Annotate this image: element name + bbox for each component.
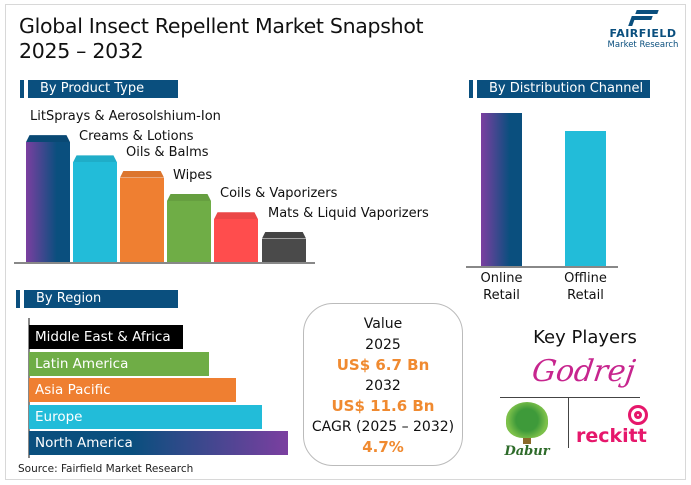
tree-icon: [506, 402, 548, 438]
distribution-label: Online Retail: [467, 270, 537, 304]
divider-v: [568, 398, 569, 448]
product-label: Coils & Vaporizers: [220, 186, 338, 202]
value-label: Value: [363, 316, 403, 332]
value-box: Value 2025 US$ 6.7 Bn 2032 US$ 11.6 Bn C…: [303, 303, 463, 466]
distribution-channel-header: By Distribution Channel: [469, 80, 650, 98]
value-2032: US$ 11.6 Bn: [331, 397, 435, 415]
product-label: Wipes: [173, 167, 213, 183]
distribution-bar: [481, 113, 522, 266]
fairfield-logo: FAIRFIELD Market Research: [598, 10, 688, 50]
distribution-channel-chart: Online Retail Offline Retail: [481, 113, 607, 303]
product-bar-cap: [73, 155, 117, 163]
product-bar: [26, 135, 70, 262]
product-bar: [120, 170, 164, 262]
page-title: Global Insect Repellent Market Snapshot …: [19, 14, 424, 64]
tree-trunk-icon: [523, 438, 531, 444]
region-bar: Asia Pacific: [29, 378, 236, 402]
product-bar-cap: [26, 135, 70, 143]
distribution-label-line: Online: [480, 271, 523, 286]
cagr-label: CAGR (2025 – 2032): [311, 418, 455, 435]
title-line-2: 2025 – 2032: [19, 39, 144, 63]
region-bar: Latin America: [29, 352, 209, 376]
product-bar-cap: [167, 193, 211, 201]
product-type-chart: LitSprays & Aerosolshium-Ion Creams & Lot…: [0, 0, 429, 262]
frame: [5, 4, 686, 480]
product-bar-cap: [120, 170, 164, 178]
distribution-label: Offline Retail: [551, 270, 621, 304]
product-bar: [214, 212, 258, 262]
logo-sub: Market Research: [607, 40, 679, 50]
distribution-label-line: Retail: [483, 288, 520, 303]
region-axis: [28, 318, 30, 458]
product-bar: [73, 155, 117, 262]
value-2025: US$ 6.7 Bn: [336, 356, 430, 374]
product-type-header: By Product Type: [20, 80, 178, 98]
key-players-title: Key Players: [533, 327, 637, 348]
title-line-1: Global Insect Repellent Market Snapshot: [19, 14, 424, 38]
region-bar: North America: [29, 431, 288, 455]
logo-name: FAIRFIELD: [609, 27, 677, 40]
region-bar: Europe: [29, 405, 262, 429]
region-bar: Middle East & Africa: [29, 325, 183, 349]
godrej-logo: Godrej: [529, 354, 638, 389]
product-label: Oils & Balms: [126, 144, 209, 160]
source-note: Source: Fairfield Market Research: [18, 463, 194, 475]
distribution-label-line: Offline: [564, 271, 607, 286]
product-bar-cap: [214, 212, 258, 220]
value-year-2032: 2032: [365, 377, 401, 394]
distribution-label-line: Retail: [567, 288, 604, 303]
product-axis: [14, 262, 315, 264]
distribution-bar: [565, 131, 606, 266]
product-bar: [167, 193, 211, 262]
dabur-logo: Dabur: [502, 402, 552, 464]
product-label: Creams & Lotions: [79, 129, 194, 145]
product-bar: [262, 231, 306, 262]
product-label: Mats & Liquid Vaporizers: [268, 205, 429, 221]
product-label: LitSprays & Aerosolshium-Ion: [30, 109, 221, 125]
product-bar-cap: [262, 231, 306, 239]
value-year-2025: 2025: [365, 336, 401, 353]
region-header: By Region: [16, 290, 178, 308]
cagr-value: 4.7%: [362, 438, 404, 456]
distribution-axis: [466, 266, 618, 268]
reckitt-swirl-icon: [628, 405, 648, 425]
divider-h: [500, 397, 640, 398]
reckitt-logo: reckitt: [576, 405, 648, 455]
